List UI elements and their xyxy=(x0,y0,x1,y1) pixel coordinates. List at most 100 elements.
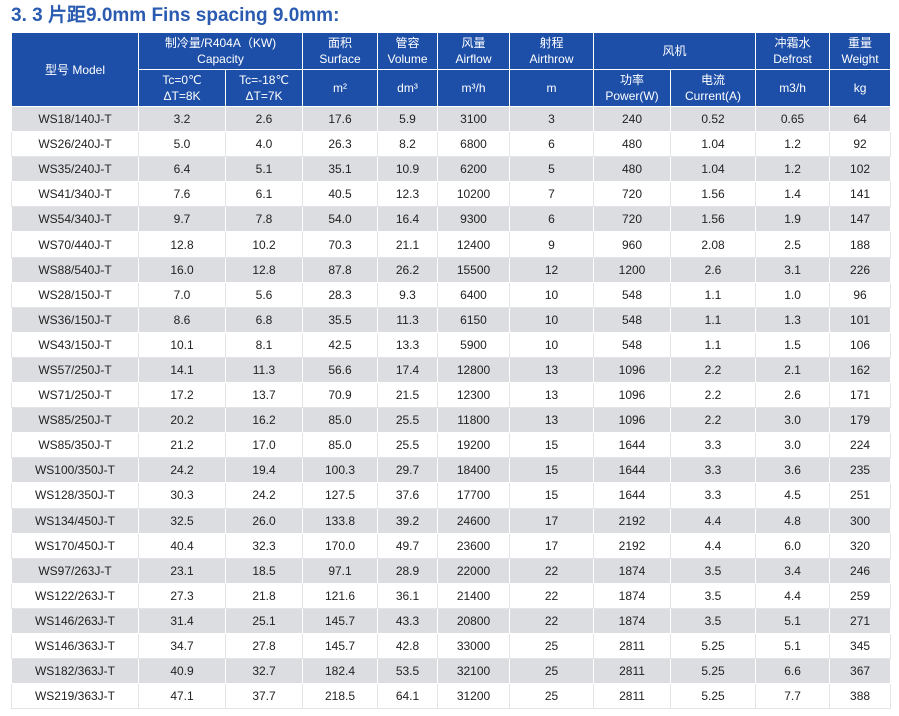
cell-fan-current: 1.56 xyxy=(670,206,757,233)
cell-model: WS128/350J-T xyxy=(11,482,139,509)
table-row: WS170/450J-T 40.4 32.3 170.0 49.7 23600 17 2192… xyxy=(11,532,892,559)
cell-fan-current: 5.25 xyxy=(670,658,757,685)
cell-airflow: 21400 xyxy=(437,582,511,609)
cell-fan-current: 1.04 xyxy=(670,131,757,158)
table-row: WS43/150J-T 10.1 8.1 42.5 13.3 5900 10 548 1.1 1.… xyxy=(11,331,892,358)
cell-airflow: 6150 xyxy=(437,306,511,333)
cell-defrost: 2.6 xyxy=(755,382,831,409)
cell-volume: 29.7 xyxy=(377,457,439,484)
cell-capacity-tc0: 7.6 xyxy=(138,181,226,208)
cell-capacity-tc0: 40.4 xyxy=(138,532,226,559)
cell-model: WS54/340J-T xyxy=(11,206,139,233)
cell-airthrow: 17 xyxy=(509,507,595,534)
cell-surface: 70.3 xyxy=(302,231,379,258)
cell-airflow: 12800 xyxy=(437,356,511,384)
header-fan: 风机 xyxy=(593,32,757,70)
cell-fan-power: 548 xyxy=(593,306,672,333)
table-row: WS54/340J-T 9.7 7.8 54.0 16.4 9300 6 720 1.56 1.9… xyxy=(11,206,892,233)
cell-surface: 42.5 xyxy=(302,331,379,358)
cell-defrost: 3.4 xyxy=(755,557,831,584)
cell-fan-power: 2811 xyxy=(593,658,672,685)
cell-capacity-tc18: 24.2 xyxy=(224,482,304,509)
header-weight: 重量 Weight xyxy=(829,32,892,70)
cell-weight: 141 xyxy=(829,181,892,208)
cell-fan-current: 2.2 xyxy=(670,382,757,409)
cell-model: WS41/340J-T xyxy=(11,181,139,208)
table-row: WS100/350J-T 24.2 19.4 100.3 29.7 18400 15 1644… xyxy=(11,457,892,484)
cell-airthrow: 12 xyxy=(509,256,595,283)
cell-model: WS134/450J-T xyxy=(11,507,139,534)
cell-capacity-tc18: 13.7 xyxy=(224,382,304,409)
cell-airthrow: 10 xyxy=(509,281,595,308)
cell-fan-power: 720 xyxy=(593,181,672,208)
table-row: WS219/363J-T 47.1 37.7 218.5 64.1 31200 25 2811… xyxy=(11,683,892,710)
cell-surface: 182.4 xyxy=(302,658,379,685)
cell-volume: 53.5 xyxy=(377,658,439,685)
cell-fan-current: 1.04 xyxy=(670,156,757,183)
cell-defrost: 4.8 xyxy=(755,507,831,534)
cell-fan-power: 548 xyxy=(593,331,672,358)
cell-airflow: 6400 xyxy=(437,281,511,308)
cell-model: WS182/363J-T xyxy=(11,658,139,685)
cell-volume: 21.1 xyxy=(377,231,439,258)
cell-fan-current: 1.56 xyxy=(670,181,757,208)
cell-capacity-tc0: 8.6 xyxy=(138,306,226,333)
cell-volume: 25.5 xyxy=(377,432,439,459)
cell-airflow: 6200 xyxy=(437,156,511,183)
cell-model: WS146/363J-T xyxy=(11,632,139,660)
cell-defrost: 5.1 xyxy=(755,632,831,660)
cell-capacity-tc0: 47.1 xyxy=(138,683,226,710)
header-surface: 面积 Surface xyxy=(302,32,379,70)
cell-airthrow: 22 xyxy=(509,582,595,609)
header-model: 型号 Model xyxy=(11,32,139,107)
cell-defrost: 0.65 xyxy=(755,105,831,133)
cell-volume: 42.8 xyxy=(377,632,439,660)
header-airflow: 风量 Airflow xyxy=(437,32,511,70)
cell-airflow: 6800 xyxy=(437,131,511,158)
cell-fan-current: 1.1 xyxy=(670,281,757,308)
table-row: WS70/440J-T 12.8 10.2 70.3 21.1 12400 9 960 2.08… xyxy=(11,231,892,258)
cell-airflow: 24600 xyxy=(437,507,511,534)
cell-airflow: 20800 xyxy=(437,607,511,634)
cell-defrost: 1.2 xyxy=(755,156,831,183)
table-row: WS97/263J-T 23.1 18.5 97.1 28.9 22000 22 1874 3.… xyxy=(11,557,892,584)
cell-surface: 85.0 xyxy=(302,407,379,434)
cell-volume: 64.1 xyxy=(377,683,439,710)
cell-airthrow: 15 xyxy=(509,432,595,459)
cell-capacity-tc18: 5.6 xyxy=(224,281,304,308)
cell-model: WS122/263J-T xyxy=(11,582,139,609)
page-title: 3. 3 片距9.0mm Fins spacing 9.0mm: xyxy=(11,5,340,26)
cell-defrost: 3.0 xyxy=(755,432,831,459)
cell-surface: 70.9 xyxy=(302,382,379,409)
table-row: WS35/240J-T 6.4 5.1 35.1 10.9 6200 5 480 1.04 1.2… xyxy=(11,156,892,183)
cell-airthrow: 15 xyxy=(509,457,595,484)
cell-airflow: 5900 xyxy=(437,331,511,358)
cell-defrost: 4.5 xyxy=(755,482,831,509)
header-airthrow: 射程 Airthrow xyxy=(509,32,595,70)
cell-volume: 49.7 xyxy=(377,532,439,559)
cell-weight: 179 xyxy=(829,407,892,434)
cell-defrost: 3.0 xyxy=(755,407,831,434)
cell-airthrow: 6 xyxy=(509,131,595,158)
cell-weight: 147 xyxy=(829,206,892,233)
cell-capacity-tc0: 5.0 xyxy=(138,131,226,158)
cell-fan-current: 3.3 xyxy=(670,482,757,509)
cell-volume: 25.5 xyxy=(377,407,439,434)
cell-capacity-tc18: 32.3 xyxy=(224,532,304,559)
cell-weight: 259 xyxy=(829,582,892,609)
cell-defrost: 6.6 xyxy=(755,658,831,685)
cell-weight: 367 xyxy=(829,658,892,685)
cell-model: WS146/263J-T xyxy=(11,607,139,634)
cell-weight: 162 xyxy=(829,356,892,384)
cell-airthrow: 13 xyxy=(509,407,595,434)
table-row: WS146/263J-T 31.4 25.1 145.7 43.3 20800 22 1874… xyxy=(11,607,892,634)
cell-airthrow: 3 xyxy=(509,105,595,133)
cell-capacity-tc18: 12.8 xyxy=(224,256,304,283)
cell-weight: 251 xyxy=(829,482,892,509)
table-row: WS85/350J-T 21.2 17.0 85.0 25.5 19200 15 1644 3.… xyxy=(11,432,892,459)
spec-table: 型号 Model 制冷量/R404A（KW) Capacity 面积 Surface… xyxy=(11,32,892,710)
cell-airthrow: 9 xyxy=(509,231,595,258)
cell-weight: 188 xyxy=(829,231,892,258)
cell-weight: 102 xyxy=(829,156,892,183)
cell-capacity-tc0: 27.3 xyxy=(138,582,226,609)
